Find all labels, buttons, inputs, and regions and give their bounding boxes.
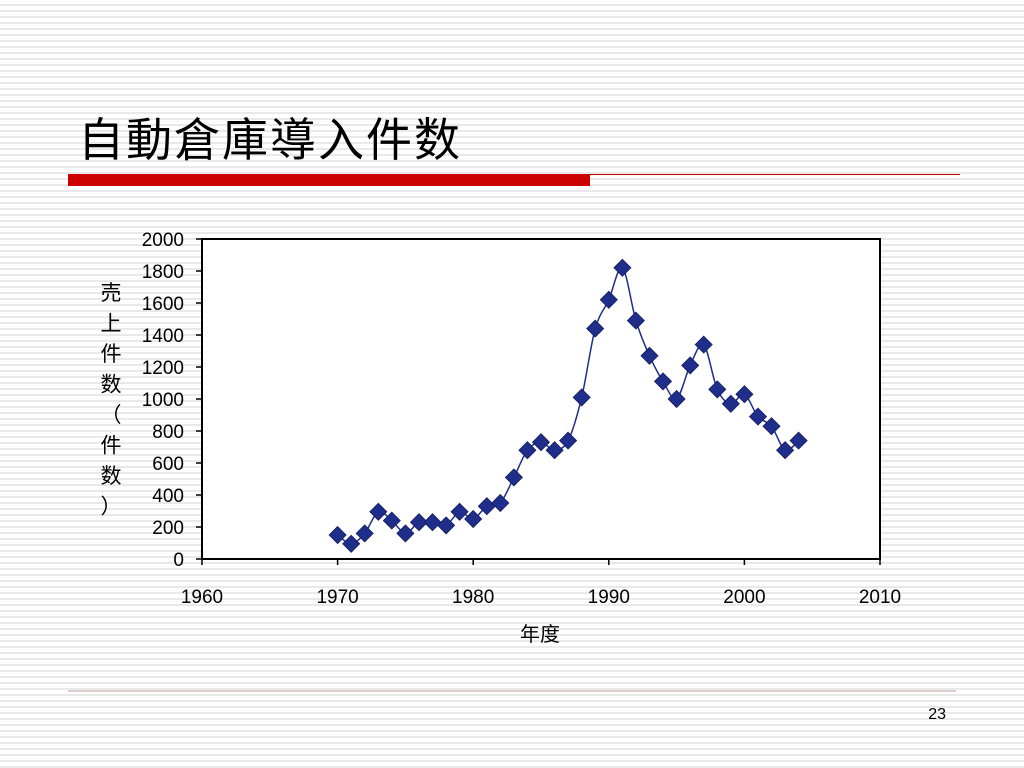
- data-point-marker: [748, 407, 768, 426]
- data-point-marker: [450, 502, 469, 521]
- y-tick-label: 200: [152, 518, 184, 539]
- data-point-marker: [599, 290, 618, 309]
- y-tick-label: 800: [152, 422, 184, 443]
- data-point-marker: [708, 380, 727, 399]
- data-point-marker: [531, 433, 551, 452]
- y-axis-label-char: ）: [101, 496, 122, 519]
- data-point-marker: [681, 356, 700, 375]
- series-markers: [328, 258, 808, 553]
- x-tick-label: 1980: [452, 587, 494, 608]
- plot-area: [201, 238, 881, 560]
- data-point-marker: [586, 319, 605, 338]
- data-point-marker: [437, 516, 456, 535]
- data-point-marker: [789, 431, 808, 450]
- x-tick-label: 2000: [723, 587, 765, 608]
- data-point-marker: [626, 311, 645, 330]
- y-axis-label-char: （: [101, 404, 122, 427]
- data-point-marker: [423, 513, 442, 532]
- data-point-marker: [545, 441, 564, 460]
- y-tick-label: 1600: [142, 294, 184, 315]
- data-point-marker: [328, 525, 347, 545]
- y-axis: 0 200 400 600 800 1000 1200 1400 1600 1800 2000: [142, 230, 202, 571]
- data-point-marker: [369, 502, 388, 521]
- x-axis-label: 年度: [520, 623, 560, 646]
- x-tick-label: 2010: [859, 587, 901, 608]
- data-point-marker: [504, 468, 523, 487]
- y-tick-label: 1800: [142, 262, 184, 283]
- data-point-marker: [518, 441, 537, 460]
- data-point-marker: [396, 524, 415, 543]
- y-tick-label: 600: [152, 454, 184, 475]
- data-point-marker: [382, 511, 401, 530]
- data-point-marker: [409, 513, 429, 532]
- title-underline-accent: [68, 174, 590, 186]
- y-tick-label: 1400: [142, 326, 184, 347]
- data-point-marker: [667, 389, 686, 409]
- y-tick-label: 0: [173, 550, 184, 571]
- y-axis-label-char: 件: [101, 343, 122, 366]
- data-point-marker: [342, 534, 361, 553]
- data-point-marker: [735, 385, 754, 404]
- data-point-marker: [762, 417, 781, 436]
- page-number: 23: [928, 706, 946, 723]
- data-point-marker: [640, 346, 659, 365]
- data-point-marker: [464, 509, 483, 529]
- y-tick-label: 400: [152, 486, 184, 507]
- y-tick-label: 2000: [142, 230, 184, 251]
- y-axis-label-char: 件: [101, 435, 122, 458]
- data-point-marker: [653, 372, 673, 391]
- x-axis: 1960 1970 1980 1990 2000 2010: [181, 559, 901, 608]
- y-axis-label-char: 数: [101, 374, 122, 397]
- data-point-marker: [694, 335, 713, 354]
- y-tick-label: 1000: [142, 390, 184, 411]
- data-point-marker: [613, 258, 632, 277]
- data-point-marker: [572, 388, 591, 407]
- data-point-marker: [491, 493, 510, 513]
- y-axis-label-char: 上: [101, 313, 122, 336]
- x-tick-label: 1960: [181, 587, 223, 608]
- y-axis-label-char: 数: [101, 465, 122, 488]
- y-axis-label-char: 売: [101, 282, 122, 305]
- footer-divider: [68, 690, 956, 692]
- data-point-marker: [721, 394, 740, 413]
- data-point-marker: [355, 524, 374, 543]
- data-point-marker: [776, 441, 795, 460]
- data-point-marker: [559, 431, 578, 450]
- y-tick-label: 1200: [142, 358, 184, 379]
- slide-title: 自動倉庫導入件数: [78, 113, 462, 167]
- x-tick-label: 1970: [316, 587, 358, 608]
- x-tick-label: 1990: [588, 587, 630, 608]
